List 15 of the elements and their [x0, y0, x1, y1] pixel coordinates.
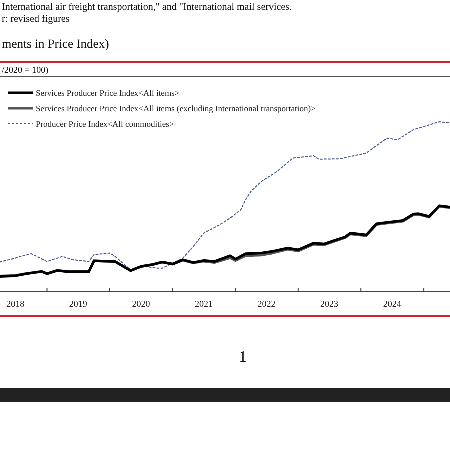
text: 1 [239, 349, 247, 366]
legend-label: Services Producer Price Index<All items (excluding International transportation)> [36, 104, 316, 114]
x-tick-label: 2021 [195, 299, 214, 309]
x-tick-label: 2024 [383, 299, 402, 309]
x-tick-label: 2020 [132, 299, 151, 309]
legend-label: Producer Price Index<All commodities> [36, 119, 174, 129]
chart-subtitle: /2020 = 100) [2, 65, 49, 75]
text: r: revised figures [2, 14, 70, 25]
text: International air freight transportation," and "International mail services. [2, 2, 292, 13]
x-tick-label: 2022 [258, 299, 276, 309]
x-tick-label: 2019 [69, 299, 88, 309]
x-tick-label: 2023 [320, 299, 340, 309]
chart-title: ments in Price Index) [2, 37, 110, 51]
x-tick-label: 2018 [6, 299, 26, 309]
legend-label: Services Producer Price Index<All items> [36, 88, 180, 98]
